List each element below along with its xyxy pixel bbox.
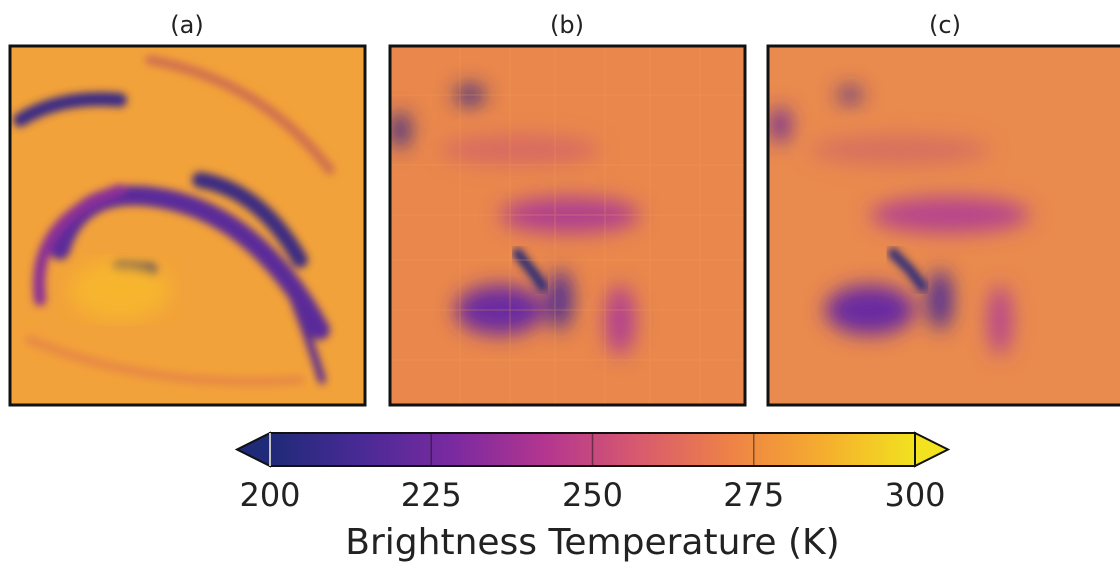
panel-title: (a) (170, 11, 203, 39)
tick-label: 300 (884, 476, 945, 514)
panel-title: (b) (550, 11, 584, 39)
panel-title: (c) (929, 11, 961, 39)
tick-label: 225 (401, 476, 462, 514)
panel-frame (766, 44, 1120, 407)
panel-image (390, 46, 745, 405)
panel-image (768, 46, 1120, 405)
panel-frame (8, 44, 367, 407)
tick-label: 250 (562, 476, 623, 514)
panel-frame (388, 44, 747, 407)
colorbar-extend (914, 431, 951, 468)
colorbar-extend (234, 431, 271, 468)
colorbar-label: Brightness Temperature (K) (345, 522, 839, 563)
tick-label: 200 (239, 476, 300, 514)
tick-label: 275 (723, 476, 784, 514)
panel-image (10, 46, 365, 405)
